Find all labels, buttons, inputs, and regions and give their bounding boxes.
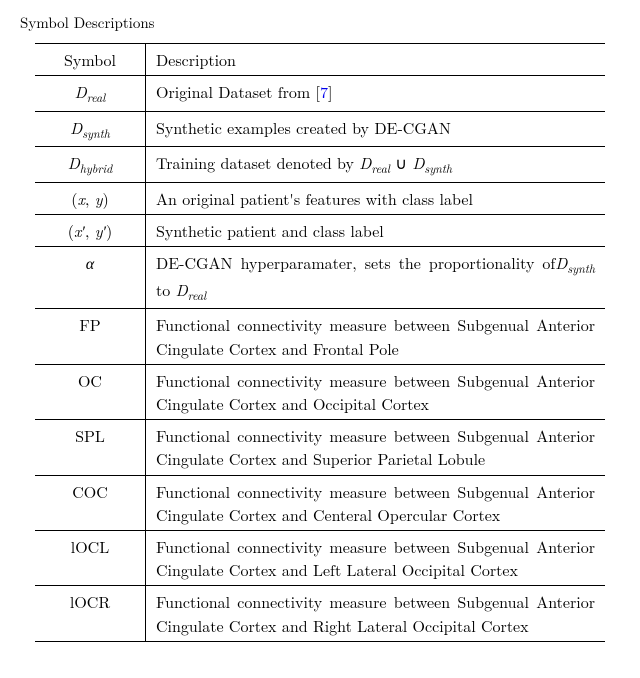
header-description: Description [146, 44, 606, 76]
description-cell: Training dataset denoted by Dreal ∪ Dsyn… [146, 147, 606, 183]
symbol-cell: COC [35, 475, 146, 530]
description-cell: Functional connectivity measure between … [146, 586, 606, 641]
table-row: (x′, y′)Synthetic patient and class labe… [35, 215, 605, 247]
description-cell: An original patient's features with clas… [146, 182, 606, 214]
description-cell: DE-CGAN hyperparamater, sets the proport… [146, 247, 606, 309]
table-row: αDE-CGAN hyperparamater, sets the propor… [35, 247, 605, 309]
citation-link[interactable]: 7 [320, 80, 328, 103]
header-symbol: Symbol [35, 44, 146, 76]
symbol-cell: lOCR [35, 586, 146, 641]
table-row: FPFunctional connectivity measure betwee… [35, 309, 605, 364]
description-cell: Synthetic examples created by DE-CGAN [146, 111, 606, 147]
description-cell: Functional connectivity measure between … [146, 309, 606, 364]
table-header-row: Symbol Description [35, 44, 605, 76]
symbol-cell: (x, y) [35, 182, 146, 214]
table-row: SPLFunctional connectivity measure betwe… [35, 420, 605, 475]
table-row: lOCLFunctional connectivity measure betw… [35, 530, 605, 585]
symbol-cell: SPL [35, 420, 146, 475]
description-cell: Original Dataset from [7] [146, 76, 606, 112]
symbol-cell: (x′, y′) [35, 215, 146, 247]
description-cell: Functional connectivity measure between … [146, 420, 606, 475]
description-cell: Functional connectivity measure between … [146, 364, 606, 419]
table-caption: Symbol Descriptions [20, 12, 620, 33]
symbol-cell: Dreal [35, 76, 146, 112]
table-row: DhybridTraining dataset denoted by Dreal… [35, 147, 605, 183]
description-cell: Functional connectivity measure between … [146, 530, 606, 585]
symbol-cell: lOCL [35, 530, 146, 585]
symbol-cell: OC [35, 364, 146, 419]
table-row: DsynthSynthetic examples created by DE-C… [35, 111, 605, 147]
symbol-cell: FP [35, 309, 146, 364]
table-row: (x, y)An original patient's features wit… [35, 182, 605, 214]
table-row: COCFunctional connectivity measure betwe… [35, 475, 605, 530]
description-cell: Functional connectivity measure between … [146, 475, 606, 530]
symbol-cell: Dhybrid [35, 147, 146, 183]
table-row: lOCRFunctional connectivity measure betw… [35, 586, 605, 641]
table-row: OCFunctional connectivity measure betwee… [35, 364, 605, 419]
symbol-cell: α [35, 247, 146, 309]
symbol-table: Symbol Description DrealOriginal Dataset… [35, 43, 605, 642]
description-cell: Synthetic patient and class label [146, 215, 606, 247]
symbol-cell: Dsynth [35, 111, 146, 147]
table-row: DrealOriginal Dataset from [7] [35, 76, 605, 112]
